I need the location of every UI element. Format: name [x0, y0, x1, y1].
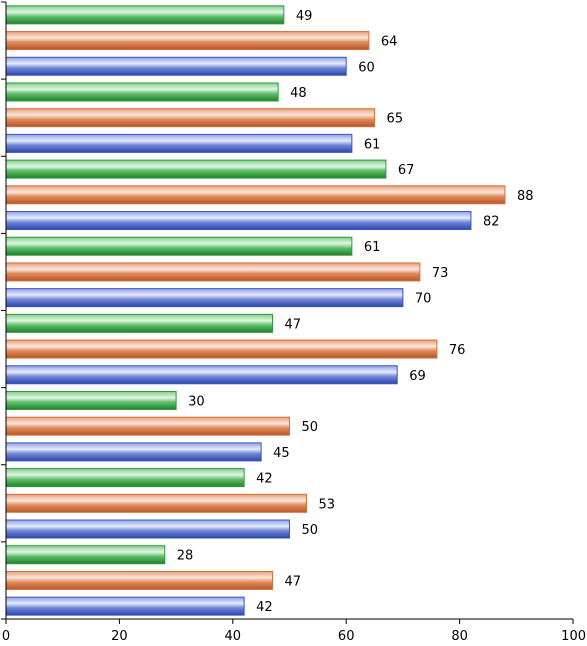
- data-label-orange-group-5: 76: [449, 343, 466, 358]
- x-tick-label: 80: [451, 629, 468, 644]
- x-tick-label: 60: [338, 629, 355, 644]
- bar-orange-group-7: [5, 493, 308, 513]
- data-label-orange-group-1: 64: [381, 35, 398, 50]
- data-label-blue-group-5: 69: [409, 369, 426, 384]
- data-label-green-group-6: 30: [188, 394, 205, 409]
- bar-green-group-3: [5, 159, 387, 179]
- data-label-green-group-8: 28: [177, 549, 194, 564]
- data-label-blue-group-7: 50: [302, 523, 319, 538]
- x-tick-label: 20: [111, 629, 128, 644]
- data-label-green-group-7: 42: [256, 472, 273, 487]
- data-label-green-group-3: 67: [398, 163, 415, 178]
- data-label-blue-group-6: 45: [273, 446, 290, 461]
- bar-green-group-1: [5, 5, 285, 25]
- bar-green-group-8: [5, 545, 166, 565]
- data-label-green-group-2: 48: [290, 86, 307, 101]
- x-tick-label: 40: [225, 629, 242, 644]
- x-tick-label: 0: [2, 629, 10, 644]
- data-label-orange-group-8: 47: [284, 574, 301, 589]
- bar-blue-group-3: [5, 211, 472, 231]
- bar-blue-group-4: [5, 288, 404, 308]
- bar-orange-group-8: [5, 570, 273, 590]
- bar-blue-group-7: [5, 519, 290, 539]
- bar-orange-group-4: [5, 262, 421, 282]
- data-label-orange-group-6: 50: [302, 420, 319, 435]
- data-label-blue-group-3: 82: [483, 215, 500, 230]
- data-label-blue-group-2: 61: [364, 137, 381, 152]
- bar-blue-group-5: [5, 365, 398, 385]
- data-label-orange-group-7: 53: [319, 497, 336, 512]
- data-label-green-group-1: 49: [296, 9, 313, 24]
- bar-orange-group-2: [5, 108, 376, 128]
- data-label-orange-group-4: 73: [432, 266, 449, 281]
- data-label-blue-group-8: 42: [256, 600, 273, 615]
- bar-green-group-7: [5, 468, 245, 488]
- bars-layer: 4964604865616788826173704776693050454253…: [5, 5, 534, 616]
- bar-green-group-5: [5, 313, 273, 333]
- data-label-green-group-4: 61: [364, 240, 381, 255]
- data-label-blue-group-4: 70: [415, 292, 432, 307]
- data-label-blue-group-1: 60: [358, 60, 375, 75]
- data-label-orange-group-2: 65: [387, 112, 404, 127]
- bar-orange-group-3: [5, 185, 506, 205]
- bar-green-group-6: [5, 390, 177, 410]
- x-tick-label: 100: [561, 629, 586, 644]
- bar-green-group-4: [5, 236, 353, 256]
- bar-blue-group-1: [5, 56, 347, 76]
- bar-orange-group-5: [5, 339, 438, 359]
- bar-green-group-2: [5, 82, 279, 102]
- bar-orange-group-1: [5, 31, 370, 51]
- bar-blue-group-2: [5, 133, 353, 153]
- bar-blue-group-8: [5, 596, 245, 616]
- bar-blue-group-6: [5, 442, 262, 462]
- bar-orange-group-6: [5, 416, 290, 436]
- data-label-green-group-5: 47: [284, 317, 301, 332]
- data-label-orange-group-3: 88: [517, 189, 534, 204]
